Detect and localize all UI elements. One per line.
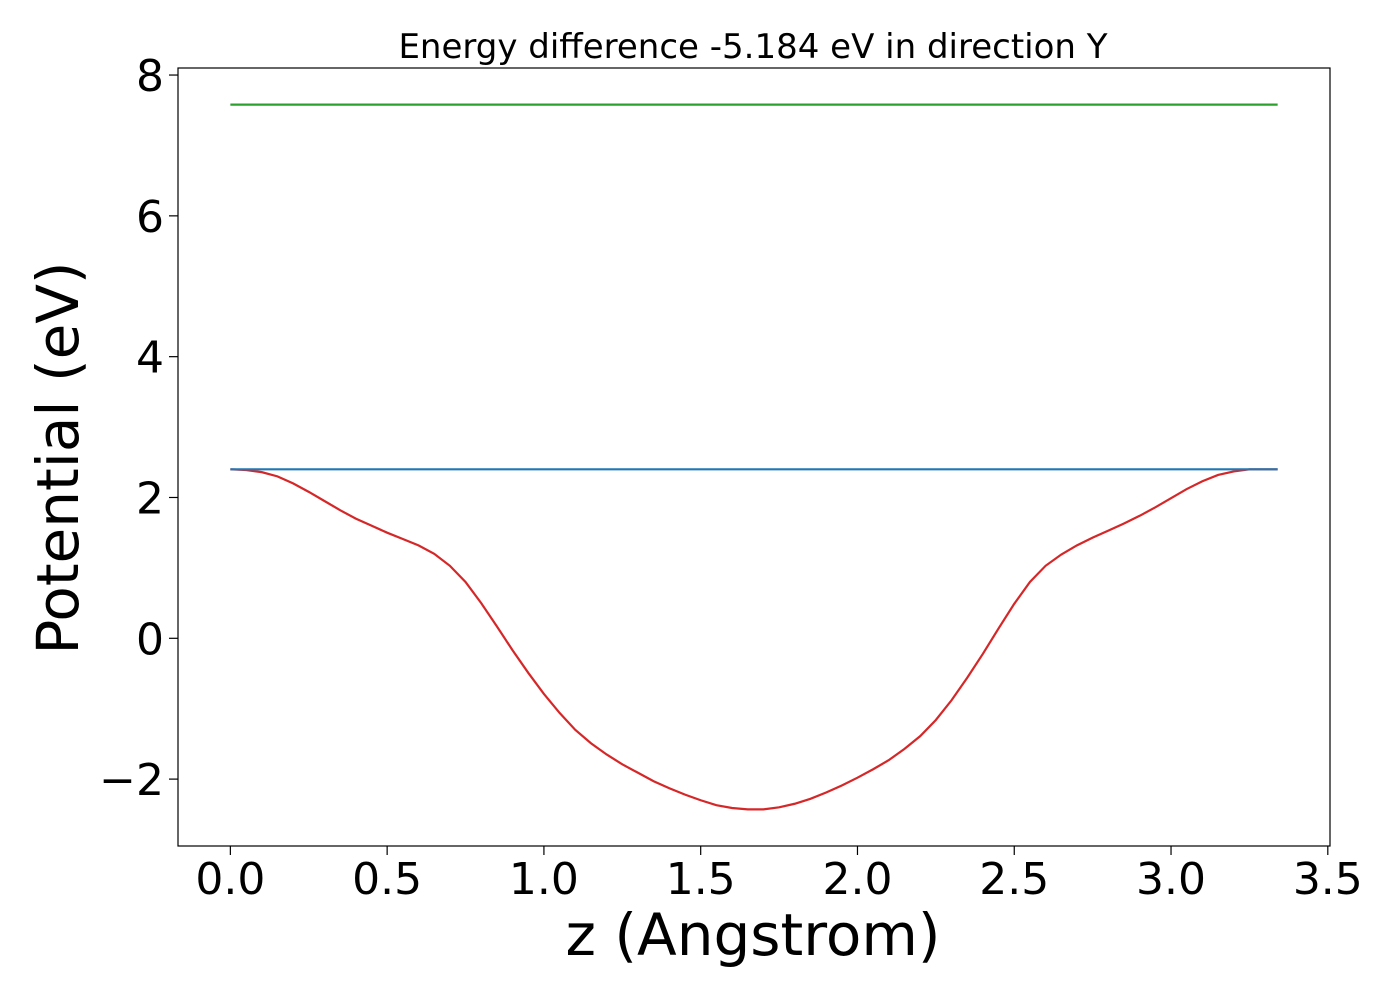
y-tick-label: 6 xyxy=(136,192,164,243)
x-tick-label: 0.5 xyxy=(352,854,422,905)
y-tick-label: −2 xyxy=(99,755,164,806)
y-axis: −2 0 2 4 6 8 xyxy=(99,51,178,806)
x-tick-label: 1.5 xyxy=(666,854,736,905)
x-axis: 0.0 0.5 1.0 1.5 2.0 2.5 3.0 3.5 xyxy=(195,846,1363,905)
y-tick-label: 4 xyxy=(136,333,164,384)
x-tick-label: 1.0 xyxy=(509,854,579,905)
x-tick-label: 3.0 xyxy=(1136,854,1206,905)
x-tick-label: 2.5 xyxy=(979,854,1049,905)
y-tick-label: 2 xyxy=(136,473,164,524)
x-tick-label: 3.5 xyxy=(1293,854,1363,905)
y-tick-label: 0 xyxy=(136,614,164,665)
x-axis-label: z (Angstrom) xyxy=(566,901,941,969)
x-tick-label: 0.0 xyxy=(195,854,265,905)
plot-frame xyxy=(177,67,1331,847)
chart-title: Energy difference -5.184 eV in direction… xyxy=(398,27,1107,67)
plot-area xyxy=(230,103,1278,811)
y-axis-label: Potential (eV) xyxy=(24,261,92,654)
y-tick-label: 8 xyxy=(136,51,164,102)
series-line-0 xyxy=(230,468,1278,811)
x-tick-label: 2.0 xyxy=(822,854,892,905)
